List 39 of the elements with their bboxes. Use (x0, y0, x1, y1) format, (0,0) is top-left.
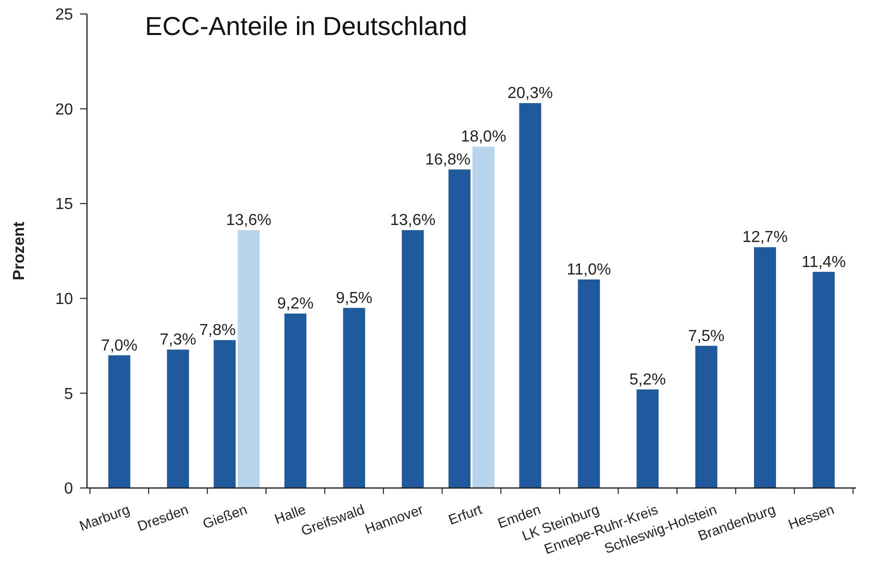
bar (284, 314, 306, 488)
data-label: 7,3% (160, 332, 196, 349)
x-tick-label: Hessen (786, 500, 836, 532)
bar (754, 247, 776, 488)
bar (238, 230, 260, 488)
bar (695, 346, 718, 488)
data-label: 13,6% (390, 212, 436, 230)
bar (343, 308, 366, 488)
data-label: 20,3% (508, 85, 553, 102)
y-tick-label: 15 (55, 196, 74, 214)
data-label: 18,0% (460, 128, 506, 146)
data-label: 11,0% (566, 261, 611, 278)
bar (812, 272, 835, 488)
y-tick-label: 0 (64, 480, 74, 498)
bar (578, 279, 600, 488)
data-label: 7,0% (101, 337, 138, 354)
data-label: 12,7% (742, 229, 788, 246)
data-label: 7,8% (199, 322, 236, 340)
bar (166, 350, 189, 488)
bar (472, 146, 494, 488)
data-label: 11,4% (802, 254, 846, 271)
data-label: 9,2% (277, 296, 314, 313)
y-axis-title: Prozent (11, 220, 28, 280)
data-label: 13,6% (226, 212, 272, 230)
x-tick-label: Gießen (200, 500, 250, 532)
bar (402, 230, 424, 488)
bar (519, 103, 542, 488)
data-label: 7,5% (688, 328, 725, 345)
y-tick-label: 10 (55, 291, 74, 308)
y-tick-label: 5 (64, 386, 74, 403)
chart-title: ECC-Anteile in Deutschland (145, 11, 468, 41)
data-label: 9,5% (336, 290, 372, 307)
y-tick-label: 25 (55, 6, 74, 24)
y-tick-label: 20 (55, 101, 74, 118)
bar (636, 389, 659, 488)
x-tick-label: Erfurt (446, 500, 484, 528)
bar (108, 355, 130, 488)
data-label: 5,2% (629, 371, 666, 388)
data-label: 16,8% (425, 151, 470, 168)
